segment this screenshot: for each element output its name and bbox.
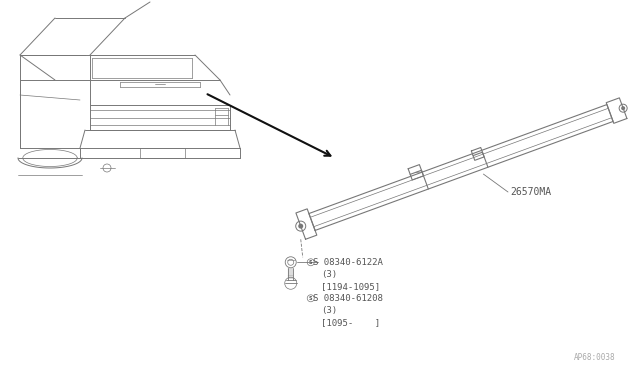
Text: (3): (3) — [321, 270, 337, 279]
Text: S 08340-6122A: S 08340-6122A — [313, 258, 383, 267]
Text: 26570MA: 26570MA — [510, 187, 551, 197]
Text: [1194-1095]: [1194-1095] — [321, 282, 380, 291]
Text: AP68:0038: AP68:0038 — [573, 353, 615, 362]
Text: S: S — [309, 296, 312, 301]
Text: S 08340-61208: S 08340-61208 — [313, 294, 383, 303]
Text: [1095-    ]: [1095- ] — [321, 318, 380, 327]
Text: (3): (3) — [321, 306, 337, 315]
Text: S: S — [309, 260, 312, 265]
Circle shape — [298, 224, 303, 229]
Circle shape — [621, 106, 625, 110]
